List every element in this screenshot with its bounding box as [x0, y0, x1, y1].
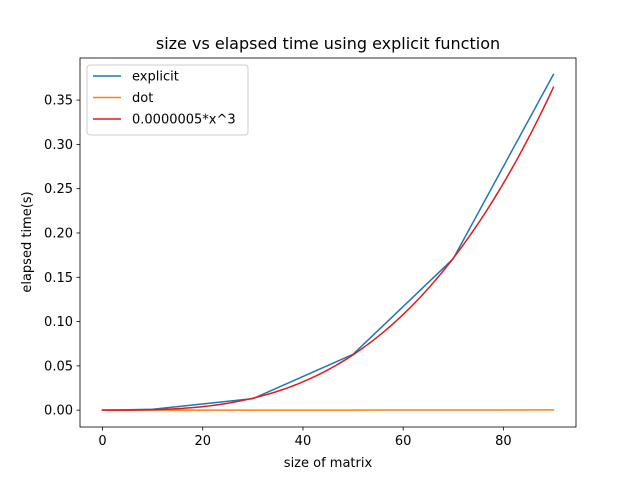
y-tick-label: 0.10 — [44, 315, 73, 330]
series-line-0-0000005-x-3 — [101, 86, 555, 411]
y-tick-label: 0.25 — [44, 182, 73, 197]
x-tick-label: 60 — [395, 434, 412, 449]
legend-label: 0.0000005*x^3 — [132, 113, 236, 128]
legend: explicit dot 0.0000005*x^3 — [86, 64, 249, 136]
x-tick-label: 0 — [98, 434, 106, 449]
legend-label: explicit — [132, 70, 179, 85]
y-tick-label: 0.20 — [44, 226, 73, 241]
legend-label: dot — [132, 91, 153, 106]
y-tick-label: 0.05 — [44, 359, 73, 374]
x-tick-label: 80 — [495, 434, 512, 449]
plot-area: 0 20 40 60 80 0.00 0.05 0.10 0.15 0.20 0.25 0.30 0.3… — [44, 57, 577, 449]
y-tick-label: 0.30 — [44, 138, 73, 153]
y-axis-label: elapsed time(s) — [20, 191, 35, 292]
x-axis-label: size of matrix — [284, 456, 373, 471]
legend-box — [86, 64, 249, 136]
axes-frame — [79, 57, 577, 428]
y-tick-label: 0.00 — [44, 404, 73, 419]
y-tick-label: 0.15 — [44, 271, 73, 286]
chart-title: size vs elapsed time using explicit func… — [156, 34, 500, 53]
x-tick-label: 40 — [295, 434, 312, 449]
x-tick-label: 20 — [194, 434, 211, 449]
y-tick-label: 0.35 — [44, 94, 73, 109]
